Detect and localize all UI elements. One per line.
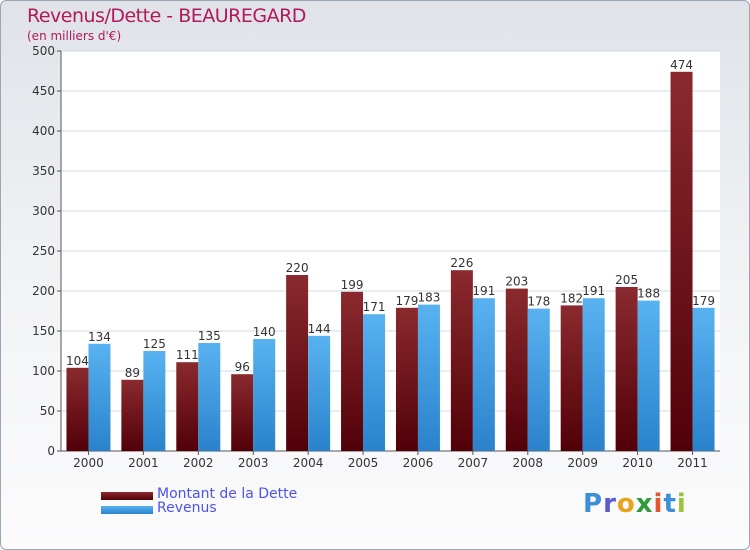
x-tick-label: 2007: [458, 456, 489, 470]
data-label: 111: [176, 348, 199, 362]
data-label: 474: [670, 58, 693, 72]
chart-subtitle: (en milliers d'€): [27, 29, 122, 43]
bar-revenus: [253, 339, 276, 451]
legend-label-revenus: Revenus: [157, 500, 217, 516]
bar-revenus: [88, 343, 111, 451]
chart-title: Revenus/Dette - BEAUREGARD: [27, 5, 306, 27]
bar-revenus: [198, 343, 221, 451]
data-label: 178: [527, 295, 550, 309]
bar-revenus: [527, 308, 550, 451]
data-label: 191: [472, 284, 495, 298]
data-label: 140: [253, 325, 276, 339]
x-tick-label: 2001: [128, 456, 159, 470]
x-tick-label: 2002: [183, 456, 214, 470]
data-label: 183: [418, 291, 441, 305]
bar-chart: 0 50 100 150 200 250 300 350 400 450 500 104 134 2000…: [32, 44, 720, 470]
y-tick-label: 350: [32, 164, 55, 178]
x-tick-label: 2011: [677, 456, 708, 470]
data-label: 135: [198, 329, 221, 343]
logo-letter: P: [583, 489, 604, 519]
bar-revenus: [363, 314, 386, 451]
y-tick-label: 300: [32, 204, 55, 218]
bar-dette: [505, 288, 528, 451]
bar-revenus: [472, 298, 495, 451]
bar-dette: [615, 287, 638, 451]
bar-dette: [66, 367, 89, 451]
proxiti-logo: Proxiti: [583, 489, 687, 519]
data-label: 203: [505, 275, 528, 289]
data-label: 134: [88, 330, 111, 344]
y-tick-label: 0: [47, 444, 55, 458]
legend-swatch-revenus: [101, 506, 153, 514]
x-tick-label: 2010: [622, 456, 653, 470]
data-label: 179: [692, 294, 715, 308]
logo-letter: i: [653, 489, 664, 519]
data-label: 220: [286, 261, 309, 275]
y-tick-label: 500: [32, 44, 55, 58]
logo-letter: r: [603, 489, 617, 519]
bar-dette: [670, 71, 693, 452]
logo-letter: x: [635, 489, 654, 519]
logo-letter: t: [663, 489, 677, 519]
y-tick-label: 400: [32, 124, 55, 138]
y-tick-label: 100: [32, 364, 55, 378]
data-label: 188: [637, 287, 660, 301]
bar-dette: [341, 291, 364, 451]
data-label: 104: [66, 354, 89, 368]
data-label: 205: [615, 273, 638, 287]
data-label: 96: [235, 360, 250, 374]
bar-revenus: [417, 304, 440, 451]
data-label: 179: [396, 294, 419, 308]
bar-revenus: [308, 335, 331, 451]
data-label: 144: [308, 322, 331, 336]
data-label: 171: [363, 300, 386, 314]
logo-letter: o: [616, 489, 636, 519]
x-tick-label: 2000: [73, 456, 104, 470]
y-tick-label: 50: [40, 404, 55, 418]
bar-dette: [395, 307, 418, 451]
data-label: 89: [125, 366, 140, 380]
bar-dette: [560, 305, 583, 451]
x-tick-label: 2008: [513, 456, 544, 470]
data-label: 226: [450, 256, 473, 270]
data-label: 199: [341, 278, 364, 292]
legend-swatch-dette: [101, 492, 153, 500]
legend-label-dette: Montant de la Dette: [157, 486, 298, 502]
y-tick-label: 150: [32, 324, 55, 338]
y-tick-label: 450: [32, 84, 55, 98]
logo-letter: i: [676, 489, 687, 519]
bar-dette: [231, 374, 254, 451]
bar-dette: [450, 270, 473, 451]
data-label: 191: [582, 284, 605, 298]
bar-revenus: [692, 307, 715, 451]
bar-revenus: [637, 300, 660, 451]
bar-dette: [176, 362, 199, 451]
bar-revenus: [582, 298, 605, 451]
x-tick-label: 2004: [293, 456, 324, 470]
bar-revenus: [143, 351, 166, 451]
bar-dette: [286, 275, 309, 451]
data-label: 182: [560, 291, 583, 305]
data-label: 125: [143, 337, 166, 351]
x-tick-label: 2003: [238, 456, 269, 470]
x-tick-label: 2005: [348, 456, 379, 470]
bar-dette: [121, 379, 144, 451]
y-tick-label: 200: [32, 284, 55, 298]
x-tick-label: 2006: [403, 456, 434, 470]
x-tick-label: 2009: [567, 456, 598, 470]
y-tick-label: 250: [32, 244, 55, 258]
